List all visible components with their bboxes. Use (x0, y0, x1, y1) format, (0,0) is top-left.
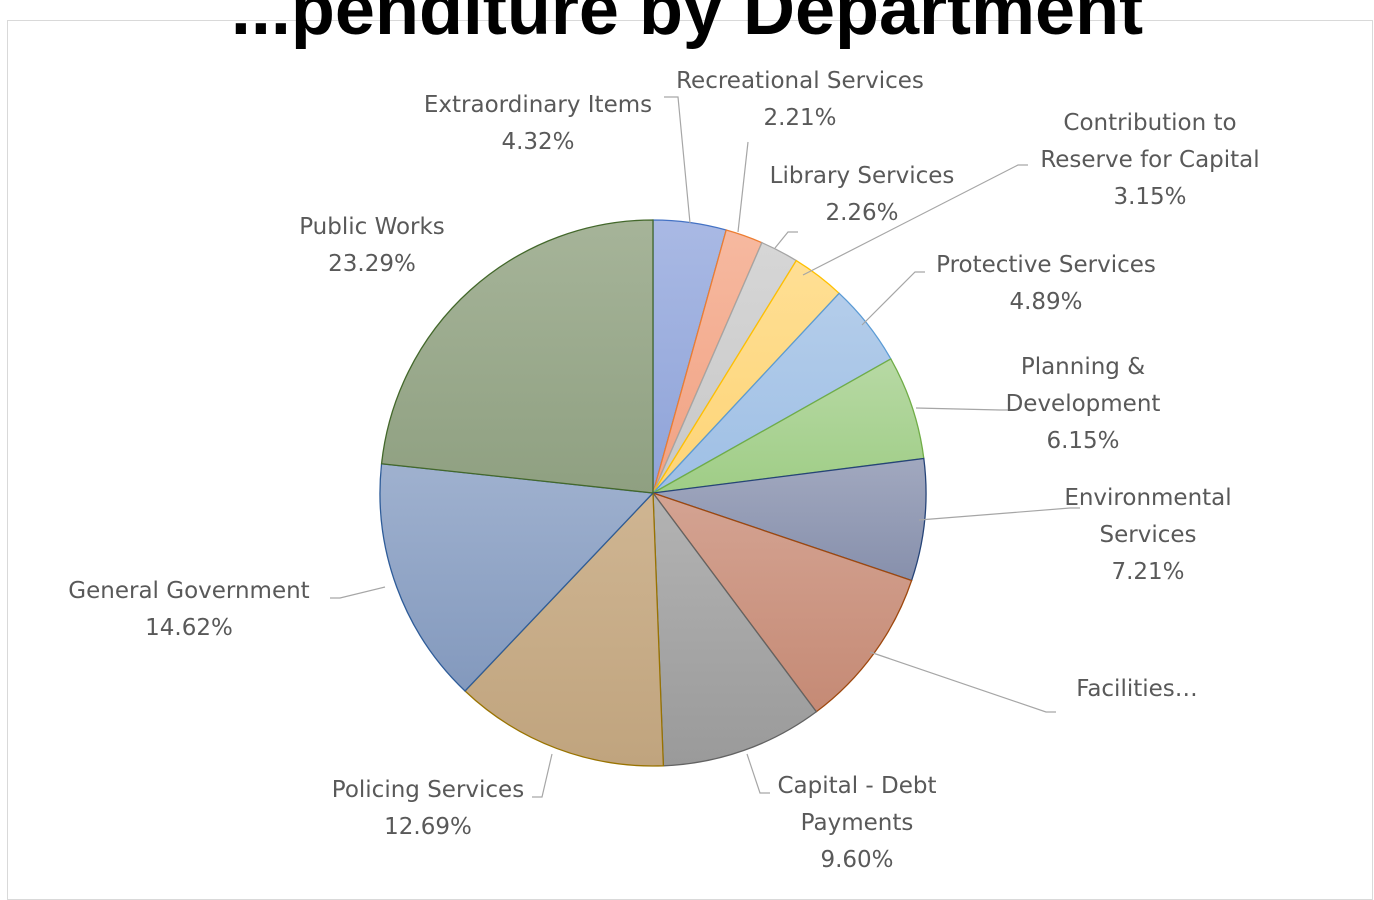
data-label: Planning & Development 6.15% (1006, 354, 1161, 454)
pie-slice-public-works (380, 219, 654, 494)
data-label: Recreational Services 2.21% (676, 68, 924, 131)
pie-slice-general-government (379, 463, 655, 692)
leader-line (330, 586, 386, 599)
leader-line (918, 507, 1080, 521)
data-label: Extraordinary Items 4.32% (424, 92, 652, 155)
data-label: General Government 14.62% (68, 578, 309, 641)
leader-line (869, 651, 1056, 713)
data-label: Environmental Services 7.21% (1064, 485, 1231, 585)
leader-line (802, 164, 1028, 276)
leader-line (915, 407, 1010, 411)
pie-slice-capital-debt-payments (652, 490, 818, 767)
leader-line (737, 141, 749, 233)
leader-line (861, 271, 925, 326)
pie-slice-environmental-services (652, 457, 927, 582)
leader-line (774, 231, 798, 249)
data-label: Contribution to Reserve for Capital 3.15% (1040, 110, 1259, 210)
data-label: Policing Services 12.69% (332, 777, 524, 840)
data-label: Library Services 2.26% (770, 163, 955, 226)
chart-title: ...penditure by Department (230, 0, 1144, 50)
leader-line (664, 96, 691, 224)
leader-line (532, 753, 553, 798)
data-label: Protective Services 4.89% (936, 252, 1156, 315)
data-label: Public Works 23.29% (299, 214, 445, 277)
pie-slice-policing-services (464, 491, 665, 767)
pie-chart: Extraordinary Items 4.32% Recreational Ser… (68, 68, 1259, 873)
data-label: Facilities… (1076, 676, 1198, 702)
data-label: Capital - Debt Payments 9.60% (777, 773, 936, 873)
leader-line (746, 753, 770, 794)
